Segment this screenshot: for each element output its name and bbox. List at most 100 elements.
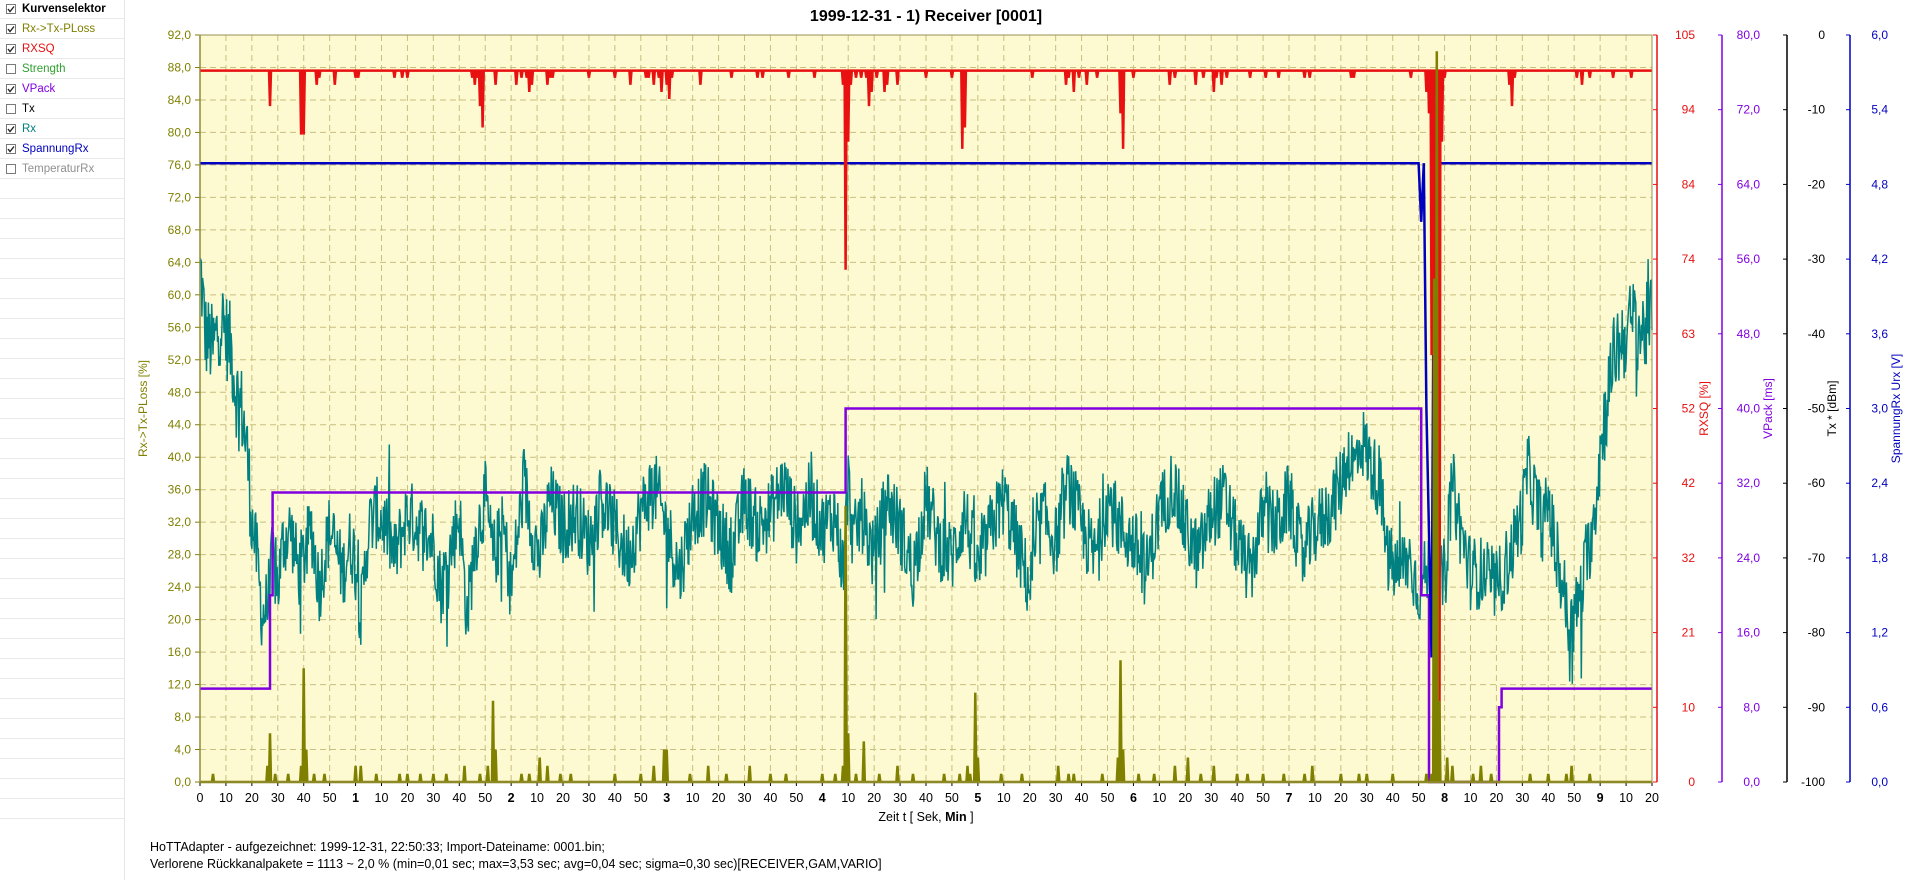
empty-row (0, 500, 124, 519)
footer-packet-stats: Verlorene Rückkanalpakete = 1113 ~ 2,0 %… (150, 857, 882, 871)
empty-row (0, 600, 124, 619)
ploss-tick-label: 64,0 (168, 255, 192, 269)
rxsq-tick-label: 63 (1682, 327, 1696, 341)
checkbox-checked-icon[interactable] (6, 24, 16, 34)
empty-row (0, 460, 124, 479)
vpack-tick-label: 0,0 (1743, 775, 1760, 789)
spannung-tick-label: 2,4 (1871, 476, 1888, 490)
empty-row (0, 680, 124, 699)
rx-signal-line (199, 258, 1653, 684)
spannung-tick-label: 4,2 (1871, 252, 1888, 266)
rxsq-tick-label: 52 (1682, 402, 1696, 416)
empty-row (0, 780, 124, 799)
empty-row (0, 580, 124, 599)
vpack-tick-label: 24,0 (1737, 551, 1761, 565)
time-tick-label: 40 (763, 791, 777, 805)
tx-tick-label: -50 (1808, 402, 1826, 416)
rxsq-tick-label: 42 (1682, 476, 1696, 490)
time-tick-label: 20 (400, 791, 414, 805)
tx-tick-label: -100 (1801, 775, 1825, 789)
ploss-tick-label: 72,0 (168, 190, 192, 204)
curve-selector-header[interactable]: Kurvenselektor (0, 0, 124, 19)
rxsq-tick-label: 32 (1682, 551, 1696, 565)
vpack-tick-label: 8,0 (1743, 700, 1760, 714)
vpack-tick-label: 32,0 (1737, 476, 1761, 490)
checkbox-unchecked-icon[interactable] (6, 104, 16, 114)
time-tick-label: 20 (867, 791, 881, 805)
tx-tick-label: -60 (1808, 476, 1826, 490)
empty-row (0, 620, 124, 639)
empty-row (0, 520, 124, 539)
empty-row (0, 740, 124, 759)
curve-item-tx[interactable]: Tx (0, 100, 124, 119)
vpack-tick-label: 56,0 (1737, 252, 1761, 266)
tx-tick-label: -30 (1808, 252, 1826, 266)
time-tick-label: 2 (508, 791, 515, 805)
time-tick-label: 40 (1386, 791, 1400, 805)
empty-row (0, 220, 124, 239)
checkbox-checked-icon[interactable] (6, 124, 16, 134)
empty-row (0, 800, 124, 819)
rxsq-tick-label: 0 (1688, 775, 1695, 789)
rxsq-tick-label: 94 (1682, 103, 1696, 117)
empty-row (0, 320, 124, 339)
ploss-tick-label: 12,0 (168, 678, 192, 692)
curve-item-spannungrx[interactable]: SpannungRx (0, 140, 124, 159)
spannung-axis-title: SpannungRx Urx [V] (1889, 354, 1903, 463)
spannung-tick-label: 5,4 (1871, 103, 1888, 117)
empty-row (0, 280, 124, 299)
curve-item-rx[interactable]: Rx (0, 120, 124, 139)
time-tick-label: 30 (738, 791, 752, 805)
time-tick-label: 30 (1049, 791, 1063, 805)
time-tick-label: 10 (1152, 791, 1166, 805)
time-axis: 0 10 20 30 40 50 1 10 20 30 40 50 2 10 20 30 40 50 3 10 20 30… (197, 781, 1659, 824)
empty-row (0, 440, 124, 459)
curve-item-rxsq[interactable]: RXSQ (0, 40, 124, 59)
time-tick-label: 40 (1075, 791, 1089, 805)
time-tick-label: 20 (1489, 791, 1503, 805)
time-tick-label: 3 (663, 791, 670, 805)
time-tick-label: 10 (686, 791, 700, 805)
vpack-tick-label: 64,0 (1737, 177, 1761, 191)
ploss-tick-label: 40,0 (168, 450, 192, 464)
ploss-tick-label: 84,0 (168, 93, 192, 107)
time-tick-label: 8 (1441, 791, 1448, 805)
checkbox-checked-icon[interactable] (6, 44, 16, 54)
chart-title: 1999-12-31 - 1) Receiver [0001] (810, 8, 1042, 25)
time-tick-label: 50 (1412, 791, 1426, 805)
time-tick-label: 20 (1334, 791, 1348, 805)
time-tick-label: 30 (893, 791, 907, 805)
vpack-tick-label: 48,0 (1737, 327, 1761, 341)
time-tick-label: 40 (452, 791, 466, 805)
checkbox-unchecked-icon[interactable] (6, 164, 16, 174)
tx-tick-label: -90 (1808, 700, 1826, 714)
checkbox-checked-icon[interactable] (6, 144, 16, 154)
time-tick-label: 40 (1230, 791, 1244, 805)
vpack-tick-label: 80,0 (1737, 28, 1761, 42)
empty-row (0, 720, 124, 739)
rxsq-tick-label: 74 (1682, 252, 1696, 266)
spannung-tick-label: 1,8 (1871, 551, 1888, 565)
curve-selector-title: Kurvenselektor (22, 3, 106, 15)
empty-row (0, 180, 124, 199)
ploss-tick-label: 4,0 (174, 743, 191, 757)
empty-row (0, 660, 124, 679)
curve-item-temperaturrx[interactable]: TemperaturRx (0, 160, 124, 179)
spannung-tick-label: 3,0 (1871, 402, 1888, 416)
checkbox-unchecked-icon[interactable] (6, 64, 16, 74)
spannung-tick-label: 3,6 (1871, 327, 1888, 341)
checkbox-checked-icon[interactable] (6, 84, 16, 94)
checkbox-checked-icon[interactable] (6, 4, 16, 14)
curve-item-rx-tx-ploss[interactable]: Rx->Tx-PLoss (0, 20, 124, 39)
curve-item-label: TemperaturRx (22, 163, 95, 175)
time-tick-label: 40 (1541, 791, 1555, 805)
spannung-tick-label: 6,0 (1871, 28, 1888, 42)
curve-item-vpack[interactable]: VPack (0, 80, 124, 99)
curve-item-strength[interactable]: Strength (0, 60, 124, 79)
time-tick-label: 5 (974, 791, 981, 805)
time-tick-label: 50 (1101, 791, 1115, 805)
vpack-axis: 0,0 8,0 16,0 24,0 32,0 40,0 48,0 56,0 64,0 72,0 80… (1718, 28, 1775, 789)
time-tick-label: 20 (245, 791, 259, 805)
empty-row (0, 700, 124, 719)
time-tick-label: 20 (1178, 791, 1192, 805)
